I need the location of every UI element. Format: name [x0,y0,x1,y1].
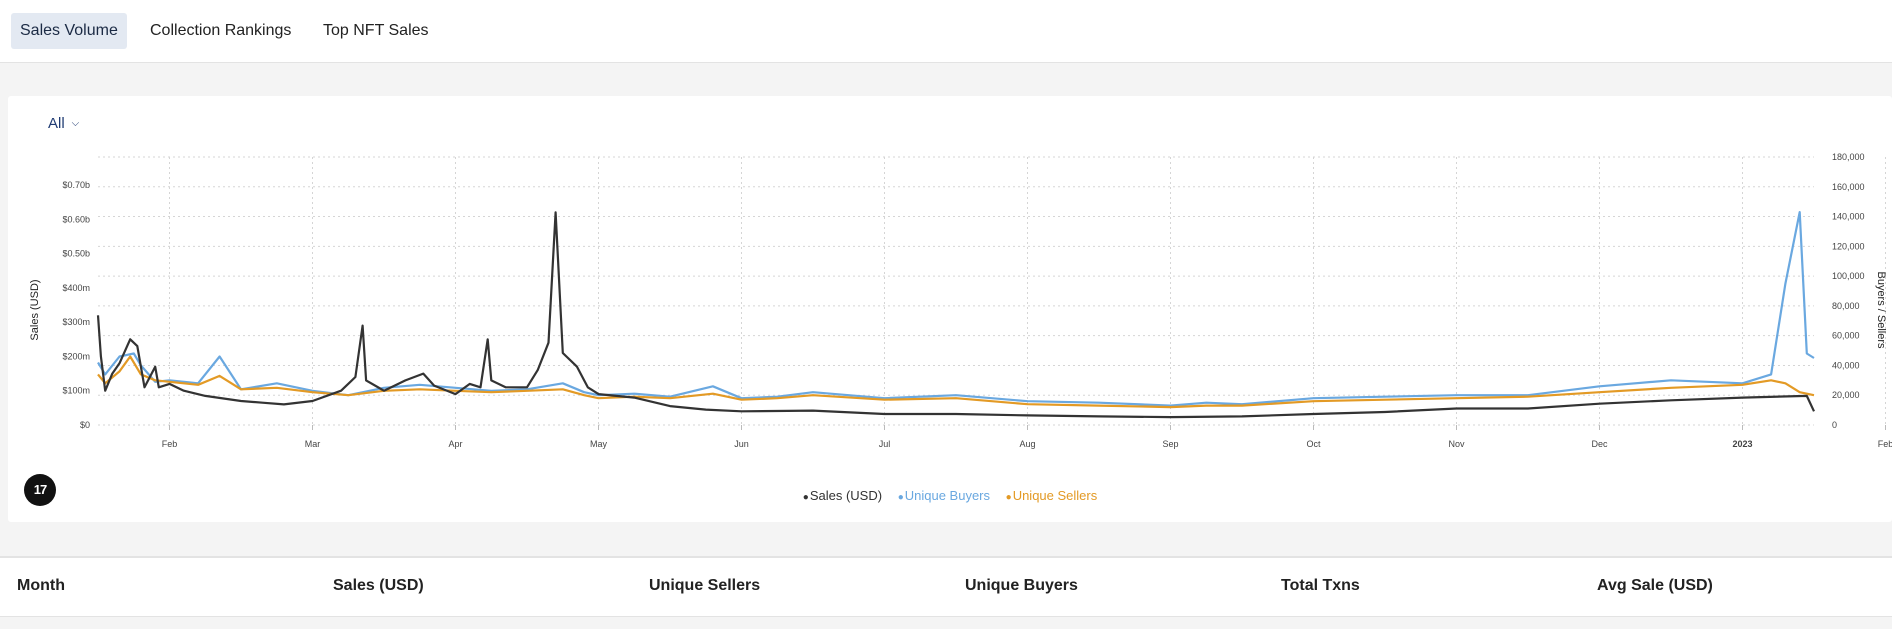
legend-label-sales: Sales (USD) [809,488,883,503]
tab-top-nft-sales[interactable]: Top NFT Sales [323,22,429,39]
legend-item-unique-buyers[interactable]: ●Unique Buyers [897,488,991,503]
legend-label-unique-buyers: Unique Buyers [904,488,991,503]
x-tick-label: Jul [879,439,891,449]
tab-sales-volume[interactable]: Sales Volume [11,13,127,49]
y-left-tick-label: $100m [62,386,90,396]
sales-volume-chart[interactable]: 0 20,000 40,000 60,000 80,000 100,000 120,000 1… [8,96,1892,486]
y-right-tick-label: 160,000 [1832,182,1865,192]
series-line-sales [96,211,1815,419]
y-right-tick-label: 120,000 [1832,241,1865,251]
x-tick-label: Feb [162,439,178,449]
legend-label-unique-sellers: Unique Sellers [1012,488,1098,503]
y-left-tick-label: $300m [62,317,90,327]
y-left-tick-label: $0.60b [62,214,90,224]
tradingview-logo-icon[interactable]: 17 [24,474,56,506]
x-tick-label: Dec [1591,439,1608,449]
legend-item-unique-sellers[interactable]: ●Unique Sellers [1005,488,1098,503]
chevron-down-icon: ⌵ [71,118,80,129]
tab-collection-rankings[interactable]: Collection Rankings [150,22,292,39]
x-tick-label: Sep [1162,439,1178,449]
column-header-month[interactable]: Month [17,577,65,594]
y-right-tick-label: 20,000 [1832,390,1860,400]
y-right-tick-label: 0 [1832,420,1837,430]
y-left-axis-title: Sales (USD) [29,279,41,340]
series-line-unique-sellers [97,355,1815,409]
y-right-tick-label: 60,000 [1832,331,1860,341]
monthly-table-header: Month Sales (USD) Unique Sellers Unique … [0,556,1892,617]
x-tick-label: 2023 [1732,439,1752,449]
legend-item-sales[interactable]: ●Sales (USD) [802,488,883,503]
y-right-tick-label: 80,000 [1832,301,1860,311]
x-tick-label: Jun [734,439,749,449]
column-header-unique-sellers[interactable]: Unique Sellers [649,577,761,594]
x-tick-label: Apr [448,439,462,449]
range-filter-label: All [48,115,65,132]
x-tick-label: Oct [1306,439,1321,449]
chart-card: All ⌵ 0 20,000 40,000 60,000 80,000 100,000 120… [8,96,1892,522]
x-tick-label: Nov [1448,439,1465,449]
y-right-axis-title: Buyers / Sellers [1875,271,1887,349]
y-right-tick-label: 180,000 [1832,152,1865,162]
x-tick-label: Feb [1878,439,1892,449]
x-tick-label: Mar [305,439,321,449]
column-header-sales[interactable]: Sales (USD) [333,577,424,594]
y-left-tick-label: $0.50b [62,249,90,259]
y-left-tick-label: $0.70b [62,180,90,190]
top-tab-bar: Sales Volume Collection Rankings Top NFT… [0,0,1892,63]
chart-legend: ●Sales (USD) ●Unique Buyers ●Unique Sell… [8,488,1892,503]
y-right-tick-label: 100,000 [1832,271,1865,281]
column-header-unique-buyers[interactable]: Unique Buyers [965,577,1078,594]
y-left-tick-label: $200m [62,351,90,361]
x-tick-label: May [590,439,608,449]
series-line-unique-buyers [97,211,1815,407]
y-right-tick-label: 40,000 [1832,360,1860,370]
column-header-avg-sale[interactable]: Avg Sale (USD) [1597,577,1713,594]
y-left-tick-label: $400m [62,283,90,293]
column-header-total-txns[interactable]: Total Txns [1281,577,1360,594]
x-tick-label: Aug [1019,439,1035,449]
y-left-tick-label: $0 [80,420,90,430]
y-right-tick-label: 140,000 [1832,212,1865,222]
range-filter-dropdown[interactable]: All ⌵ [48,112,79,136]
